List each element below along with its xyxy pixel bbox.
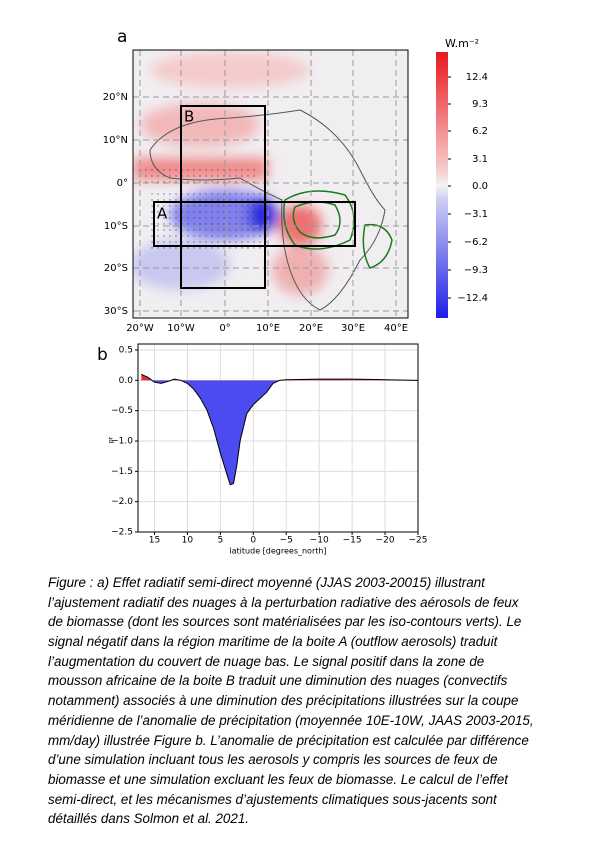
caption-line: notamment) associés à une diminution des…: [48, 693, 519, 709]
x-tick-label: −20: [376, 536, 395, 546]
x-axis-label: latitude [degrees_north]: [229, 547, 326, 556]
lat-label: 0°: [117, 178, 128, 189]
caption-line: d’une simulation incluant tous les aeros…: [48, 752, 498, 768]
line: [141, 373, 419, 486]
panel-label: a: [117, 27, 127, 47]
lat-label: 20°N: [103, 92, 128, 103]
colorbar-unit: W.m⁻²: [445, 37, 479, 50]
y-tick-label: 0.0: [119, 376, 134, 386]
x-tick-label: −25: [409, 536, 428, 546]
box-label: B: [184, 108, 194, 126]
y-tick-label: −0.5: [111, 406, 133, 416]
x-tick-label: −15: [343, 536, 362, 546]
y-tick-label: −1.0: [111, 437, 133, 447]
lat-label: 10°S: [104, 221, 128, 232]
y-axis-label: pr: [108, 436, 115, 443]
colorbar-tick-label: 9.3: [472, 99, 488, 110]
y-tick-label: 0.5: [119, 346, 133, 356]
caption-line: mousson africaine de la boite B traduit …: [48, 673, 508, 689]
x-tick-label: 0: [250, 536, 256, 546]
caption-line: semi-direct, et les mécanismes d’ajustem…: [48, 791, 497, 807]
y-tick-label: −2.0: [111, 497, 133, 507]
colorbar-tick-label: −6.2: [464, 237, 488, 248]
negative-area: [152, 380, 280, 485]
caption-line: biomasse et une simulation excluant les …: [48, 771, 509, 787]
lon-label: 30°E: [341, 323, 365, 334]
lon-label: 0°: [219, 323, 230, 334]
x-tick-label: 5: [217, 536, 223, 546]
lon-label: 20°E: [299, 323, 323, 334]
caption-line: méridienne de l’anomalie de précipitatio…: [48, 712, 534, 728]
caption-line: l’augmentation du couvert de nuage bas. …: [48, 653, 485, 669]
colorbar-tick-label: −3.1: [464, 209, 488, 220]
lon-label: 10°W: [167, 323, 195, 334]
colorbar-tick-label: −12.4: [457, 293, 488, 304]
y-tick-label: −1.5: [111, 467, 133, 477]
caption-line: Figure : a) Effet radiatif semi-direct m…: [48, 575, 485, 590]
plot-frame: [137, 343, 419, 533]
caption-line: détaillés dans Solmon et al. 2021.: [48, 811, 249, 827]
colorbar: [436, 52, 448, 318]
caption-line: signal négatif dans la région maritime d…: [48, 634, 498, 650]
lon-label: 40°E: [384, 323, 408, 334]
lon-label: 10°E: [256, 323, 280, 334]
colorbar-tick-label: −9.3: [464, 265, 488, 276]
map: [133, 50, 408, 318]
lon-label: 20°W: [126, 323, 154, 334]
colorbar-tick-label: 3.1: [472, 154, 488, 165]
colorbar-tick-label: 0.0: [472, 181, 488, 192]
caption: Figure : a) Effet radiatif semi-direct m…: [48, 573, 534, 829]
y-tick-label: −2.5: [111, 528, 133, 538]
lat-label: 10°N: [103, 135, 128, 146]
caption-line: de biomasse (dont les sources sont matér…: [48, 614, 522, 630]
x-tick-label: −5: [280, 536, 293, 546]
colorbar-tick-label: 12.4: [466, 72, 488, 83]
panel-label: b: [97, 345, 108, 365]
lat-label: 20°S: [104, 263, 128, 274]
caption-line: mm/day) illustrée Figure b. L’anomalie d…: [48, 732, 529, 748]
colorbar-tick-label: 6.2: [472, 126, 488, 137]
box-a: [153, 201, 356, 247]
x-tick-label: 10: [182, 536, 194, 546]
figure: a A B 20°N 10°N 0° 10°S 20°S: [97, 27, 488, 556]
x-tick-label: −10: [310, 536, 329, 546]
box-label: A: [157, 205, 168, 223]
x-tick-label: 15: [149, 536, 160, 546]
lat-label: 30°S: [104, 306, 128, 317]
map-frame: [132, 49, 409, 319]
box-b: [180, 105, 266, 289]
plot-area: [138, 344, 418, 532]
caption-line: l’ajustement radiatif des nuages à la pe…: [48, 594, 519, 610]
